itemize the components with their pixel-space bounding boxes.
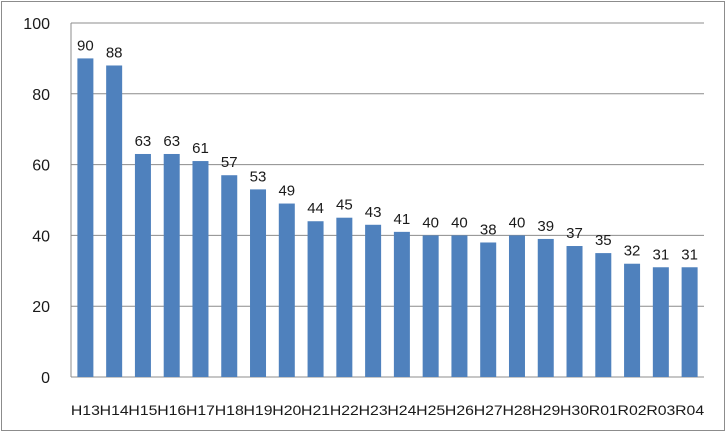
bar-h15 — [134, 153, 151, 377]
x-tick-label-r04: R04 — [675, 402, 704, 418]
data-label-h17: 61 — [192, 140, 209, 157]
x-tick-label-h26: H26 — [445, 402, 474, 418]
y-tick-label: 60 — [32, 158, 50, 175]
bar-h29 — [537, 238, 554, 377]
data-label-h27: 38 — [480, 221, 497, 238]
bar-h24 — [393, 231, 410, 377]
x-tick-label-h27: H27 — [474, 402, 503, 418]
data-label-h19: 53 — [250, 168, 267, 185]
x-tick-label-h22: H22 — [330, 402, 359, 418]
bar-h17 — [192, 161, 209, 377]
data-label-h23: 43 — [365, 204, 382, 221]
data-label-h26: 40 — [451, 214, 468, 231]
data-label-h28: 40 — [509, 214, 526, 231]
bar-h30 — [566, 246, 583, 377]
bar-r03 — [652, 267, 669, 377]
x-tick-label-r02: R02 — [618, 402, 647, 418]
bar-r02 — [624, 263, 641, 377]
y-tick-label: 100 — [23, 16, 50, 33]
data-label-r01: 35 — [595, 232, 612, 249]
x-tick-label-h21: H21 — [301, 402, 330, 418]
x-tick-label-h28: H28 — [502, 402, 531, 418]
data-label-h29: 39 — [537, 218, 554, 235]
bar-h20 — [278, 203, 295, 377]
y-tick-label: 40 — [32, 228, 50, 245]
x-tick-label-h16: H16 — [157, 402, 186, 418]
x-tick-label-r03: R03 — [646, 402, 675, 418]
x-tick-label-h20: H20 — [272, 402, 301, 418]
data-label-h14: 88 — [106, 44, 123, 61]
bar-h25 — [422, 235, 439, 377]
data-label-h25: 40 — [422, 214, 439, 231]
x-tick-label-h17: H17 — [186, 402, 215, 418]
y-tick-label: 80 — [32, 87, 50, 104]
bar-chart: 0 20 40 60 80 100 90 88 63 63 61 57 53 49 44 45 43 41 40 4… — [23, 16, 704, 418]
x-tick-label-h23: H23 — [359, 402, 388, 418]
bar-h27 — [480, 242, 497, 377]
data-label-h18: 57 — [221, 154, 238, 171]
bar-h18 — [221, 175, 238, 377]
bar-r01 — [595, 253, 612, 377]
x-tick-label-h25: H25 — [416, 402, 445, 418]
bar-h16 — [163, 153, 180, 377]
bar-h19 — [250, 189, 267, 377]
data-label-h22: 45 — [336, 197, 353, 214]
bars — [77, 58, 698, 378]
data-label-h16: 63 — [163, 133, 180, 150]
chart-frame: 0 20 40 60 80 100 90 88 63 63 61 57 53 49 44 45 43 41 40 4… — [1, 1, 725, 431]
data-label-h24: 41 — [394, 211, 411, 228]
data-label-r02: 32 — [624, 243, 641, 260]
y-tick-label: 20 — [32, 299, 50, 316]
x-tick-label-h19: H19 — [244, 402, 273, 418]
bar-h13 — [77, 58, 94, 378]
data-label-h15: 63 — [135, 133, 152, 150]
bar-h14 — [106, 65, 123, 378]
data-label-h30: 37 — [566, 225, 583, 242]
x-tick-label-r01: R01 — [589, 402, 618, 418]
data-label-h21: 44 — [307, 200, 324, 217]
data-labels: 90 88 63 63 61 57 53 49 44 45 43 41 40 40 38 40 39 37 35 32… — [77, 37, 698, 263]
y-tick-label: 0 — [41, 370, 50, 387]
data-label-h20: 49 — [278, 183, 295, 200]
bar-h23 — [365, 224, 382, 377]
x-tick-label-h18: H18 — [215, 402, 244, 418]
x-tick-label-h29: H29 — [531, 402, 560, 418]
x-tick-label-h14: H14 — [100, 402, 129, 418]
bar-h21 — [307, 221, 324, 377]
x-tick-label-h13: H13 — [71, 402, 100, 418]
bar-h28 — [508, 235, 525, 377]
data-label-r03: 31 — [652, 246, 669, 263]
y-axis-ticks: 0 20 40 60 80 100 — [23, 16, 50, 387]
x-tick-label-h30: H30 — [560, 402, 589, 418]
bar-h22 — [336, 217, 353, 377]
data-label-r04: 31 — [681, 246, 698, 263]
data-label-h13: 90 — [77, 37, 94, 54]
bar-r04 — [681, 267, 698, 377]
bar-h26 — [451, 235, 468, 377]
x-tick-label-h15: H15 — [128, 402, 157, 418]
x-tick-label-h24: H24 — [387, 402, 416, 418]
x-axis-ticks: H13 H14 H15 H16 H17 H18 H19 H20 H21 H22 H23 H24 H25 H… — [71, 402, 704, 418]
